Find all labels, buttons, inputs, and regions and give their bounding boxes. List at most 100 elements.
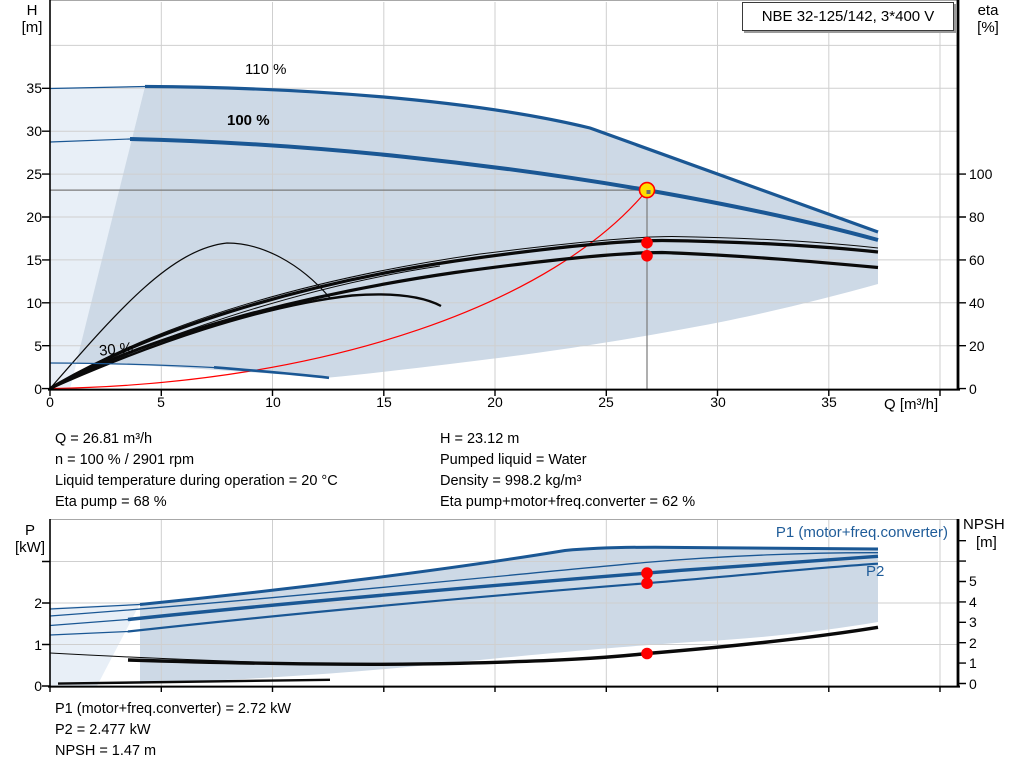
npsh-curve: [127, 625, 879, 667]
q-tick-label: 10: [265, 394, 281, 410]
speed-100-label: 100 %: [227, 112, 270, 129]
eta-pump-curve: [49, 238, 879, 390]
p-tick-label: 2: [34, 595, 42, 611]
eta-tick-label: 80: [969, 209, 985, 225]
eta-curve-30pct: [49, 242, 331, 389]
h-tick-label: 0: [34, 381, 42, 397]
low-flow-shade-region: [50, 86, 145, 389]
p2-100-curve-thin: [49, 630, 129, 636]
speed-110-curve-thin: [49, 85, 146, 90]
q-tick-label: 5: [157, 394, 165, 410]
power-npsh-chart: [42, 519, 966, 692]
p2-curve-label: P2: [866, 563, 885, 580]
eta-tick-label: 100: [969, 166, 993, 182]
p1-110-curve: [139, 545, 879, 606]
h-tick-label: 25: [26, 166, 42, 182]
npsh-tick-label: 2: [969, 635, 977, 651]
npsh-30-curve: [57, 678, 331, 685]
q-tick-label: 0: [46, 394, 54, 410]
speed-30-label: 30 %: [98, 339, 134, 360]
result-p2: P2 = 2.477 kW: [55, 722, 151, 738]
speed-110-curve: [144, 84, 879, 234]
duty-envelope-region: [76, 86, 878, 378]
result-npsh: NPSH = 1.47 m: [55, 743, 157, 759]
h-tick-label: 5: [34, 338, 42, 354]
power-axes: [42, 519, 966, 692]
power-curves: [49, 545, 879, 636]
p2-marker: [641, 577, 653, 589]
eta-axis-unit: [%]: [977, 19, 999, 36]
eta-tick-label: 20: [969, 338, 985, 354]
result-density: Density = 998.2 kg/m³: [440, 473, 582, 489]
npsh-marker: [641, 647, 653, 660]
eta-total-marker: [641, 250, 653, 262]
p-tick-label: 1: [34, 637, 42, 653]
eta-tick-label: 0: [969, 381, 977, 397]
q-tick-label: 20: [487, 394, 503, 410]
qh-axes: [42, 0, 966, 396]
h-tick-label: 30: [26, 123, 42, 139]
duty-results-right: H = 23.12 m Pumped liquid = Water Densit…: [440, 429, 695, 513]
duty-results-left: Q = 26.81 m³/h n = 100 % / 2901 rpm Liqu…: [55, 429, 338, 513]
speed-30-curve: [213, 366, 330, 380]
npsh-tick-label: 0: [969, 676, 977, 692]
speed-100-curve: [129, 137, 879, 242]
eta-tick-label: 60: [969, 252, 985, 268]
system-curve: [49, 189, 648, 390]
q-axis-label: Q [m³/h]: [884, 396, 939, 413]
eta-tick-label: 40: [969, 295, 985, 311]
qh-chart: [42, 0, 966, 396]
h-tick-label: 10: [26, 295, 42, 311]
p1-100-curve: [127, 554, 879, 622]
result-q: Q = 26.81 m³/h: [55, 431, 153, 447]
operating-point[interactable]: [638, 181, 656, 199]
p1-curve-label: P1 (motor+freq.converter): [775, 524, 948, 541]
p-tick-label: 0: [34, 678, 42, 694]
efficiency-curves: [49, 235, 879, 391]
npsh-curves: [49, 625, 879, 685]
result-h: H = 23.12 m: [440, 431, 520, 447]
result-speed: n = 100 % / 2901 rpm: [55, 452, 195, 468]
p1-marker: [641, 567, 653, 579]
pump-title-box: NBE 32-125/142, 3*400 V: [742, 2, 954, 31]
result-liquid-temp: Liquid temperature during operation = 20…: [55, 473, 338, 489]
h-tick-label: 15: [26, 252, 42, 268]
p1-110-curve-thin: [49, 603, 141, 610]
p-axis-unit: [kW]: [15, 539, 45, 556]
p1-100-curve-thin: [49, 618, 129, 627]
q-tick-label: 25: [598, 394, 614, 410]
eta-total-curve: [49, 250, 879, 391]
h-axis-name: H: [26, 2, 38, 19]
speed-curves: [49, 84, 879, 380]
npsh-tick-label: 5: [969, 573, 977, 589]
p2-100-curve: [127, 562, 879, 633]
q-tick-label: 15: [376, 394, 392, 410]
speed-110-label: 110 %: [245, 61, 287, 78]
result-eta-pump: Eta pump = 68 %: [55, 494, 167, 510]
h-tick-label: 20: [26, 209, 42, 225]
npsh-tick-label: 3: [969, 614, 977, 630]
speed-30-curve-thin: [49, 362, 223, 369]
q-tick-label: 35: [821, 394, 837, 410]
q-tick-label: 30: [710, 394, 726, 410]
duty-point-guides: [50, 189, 648, 389]
result-p1: P1 (motor+freq.converter) = 2.72 kW: [55, 701, 292, 717]
power-results: P1 (motor+freq.converter) = 2.72 kW P2 =…: [55, 699, 291, 762]
power-envelope-region: [140, 547, 878, 684]
qh-gridlines: [50, 2, 958, 389]
p2-110-curve: [49, 552, 879, 617]
npsh-tick-label: 1: [969, 655, 977, 671]
h-tick-label: 35: [26, 80, 42, 96]
p-axis-name: P: [24, 522, 35, 539]
npsh-axis-unit: [m]: [976, 534, 997, 551]
npsh-tick-label: 4: [969, 594, 977, 610]
eta-curve-thin-b: [49, 235, 879, 390]
result-eta-total: Eta pump+motor+freq.converter = 62 %: [440, 494, 696, 510]
result-pumped-liquid: Pumped liquid = Water: [440, 452, 587, 468]
speed-100-curve-thin: [49, 138, 131, 143]
eta-pump-marker: [641, 236, 653, 249]
eta-curve-mid-speed: [49, 293, 442, 390]
h-axis-unit: [m]: [21, 19, 43, 36]
